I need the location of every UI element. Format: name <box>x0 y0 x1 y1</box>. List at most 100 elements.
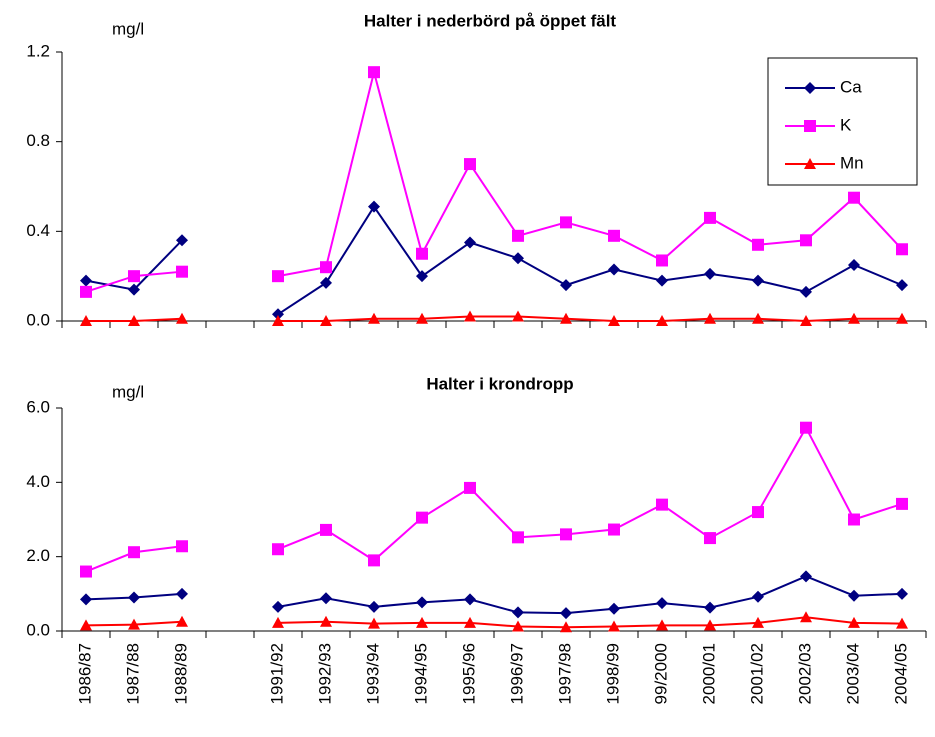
legend-label: Mn <box>840 153 864 172</box>
marker <box>464 481 476 494</box>
marker <box>752 312 764 324</box>
marker <box>752 506 764 519</box>
marker <box>896 617 908 629</box>
marker <box>848 312 860 324</box>
x-tick-label: 99/2000 <box>651 643 670 704</box>
marker <box>272 616 284 628</box>
marker <box>804 82 816 94</box>
marker <box>656 597 668 610</box>
marker <box>512 531 524 544</box>
x-tick-label: 1992/93 <box>315 643 334 704</box>
marker <box>560 607 572 620</box>
marker <box>704 619 716 631</box>
marker <box>896 243 908 256</box>
marker <box>848 616 860 628</box>
y-tick-label: 6.0 <box>26 397 50 416</box>
series-line <box>85 616 903 629</box>
marker <box>704 211 716 224</box>
chart-title: Halter i nederbörd på öppet fält <box>364 11 617 30</box>
y-tick-label: 2.0 <box>26 546 50 565</box>
marker <box>464 593 476 606</box>
y-tick-label: 1.2 <box>26 41 50 60</box>
marker <box>656 254 668 267</box>
marker <box>272 270 284 283</box>
marker <box>80 593 92 606</box>
chart-title: Halter i krondropp <box>426 374 573 393</box>
marker <box>272 600 284 613</box>
marker <box>80 565 92 578</box>
x-tick-label: 2000/01 <box>699 643 718 704</box>
marker <box>272 543 284 556</box>
marker <box>800 611 812 623</box>
series-line <box>85 204 903 316</box>
x-tick-label: 1993/94 <box>363 643 382 704</box>
x-tick-label: 2003/04 <box>843 643 862 704</box>
marker <box>848 191 860 204</box>
marker <box>608 620 620 632</box>
marker <box>368 66 380 79</box>
marker <box>560 279 572 292</box>
marker <box>704 532 716 545</box>
marker <box>848 513 860 526</box>
marker <box>752 590 764 603</box>
y-tick-label: 0.0 <box>26 310 50 329</box>
x-tick-label: 1987/88 <box>123 643 142 704</box>
marker <box>368 200 380 213</box>
marker <box>176 587 188 600</box>
x-tick-label: 1994/95 <box>411 643 430 704</box>
x-tick-label: 1997/98 <box>555 643 574 704</box>
marker <box>368 600 380 613</box>
marker <box>896 497 908 510</box>
y-axis-label: mg/l <box>112 19 144 38</box>
marker <box>800 234 812 247</box>
marker <box>752 274 764 287</box>
marker <box>416 270 428 283</box>
marker <box>272 308 284 321</box>
y-axis-label: mg/l <box>112 382 144 401</box>
marker <box>128 315 140 326</box>
marker <box>704 601 716 614</box>
x-tick-label: 1986/87 <box>75 643 94 704</box>
marker <box>464 236 476 249</box>
marker <box>80 285 92 298</box>
marker <box>320 261 332 274</box>
marker <box>464 616 476 628</box>
series-line <box>85 425 903 573</box>
marker <box>176 312 188 324</box>
y-tick-label: 0.4 <box>26 221 50 240</box>
marker <box>80 274 92 287</box>
marker <box>416 247 428 260</box>
marker <box>320 523 332 536</box>
x-tick-label: 1988/89 <box>171 643 190 704</box>
marker <box>512 606 524 619</box>
x-tick-label: 1995/96 <box>459 643 478 704</box>
marker <box>752 238 764 251</box>
marker <box>368 554 380 567</box>
x-tick-label: 1998/99 <box>603 643 622 704</box>
marker <box>368 312 380 324</box>
marker <box>804 158 816 169</box>
marker <box>560 312 572 324</box>
marker <box>128 591 140 604</box>
marker <box>560 528 572 541</box>
marker <box>512 310 524 322</box>
marker <box>560 216 572 229</box>
y-tick-label: 0.8 <box>26 131 50 150</box>
marker <box>608 315 620 326</box>
marker <box>608 229 620 242</box>
marker <box>416 596 428 609</box>
marker <box>320 592 332 605</box>
series-line <box>85 575 903 615</box>
marker <box>80 315 92 326</box>
marker <box>608 602 620 615</box>
y-tick-label: 0.0 <box>26 620 50 639</box>
marker <box>512 229 524 242</box>
marker <box>608 263 620 276</box>
marker <box>176 540 188 553</box>
marker <box>608 523 620 536</box>
marker <box>896 587 908 600</box>
x-tick-label: 2001/02 <box>747 643 766 704</box>
marker <box>416 616 428 628</box>
marker <box>464 310 476 322</box>
